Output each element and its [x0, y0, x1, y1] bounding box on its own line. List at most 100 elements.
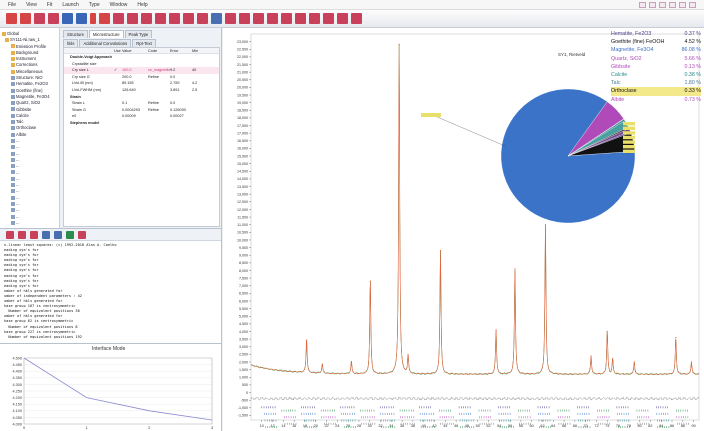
tree-item[interactable]: ... [2, 170, 57, 176]
grid-row[interactable]: Double-Voigt Approach [64, 54, 219, 61]
tree-item[interactable]: ... [2, 188, 57, 194]
tab-hkls[interactable]: hkls [63, 39, 79, 47]
legend-entry[interactable]: Quartz, SiO2 5.66 % [611, 55, 701, 63]
grid-cell-code[interactable] [148, 87, 170, 94]
grid-cell-use[interactable] [114, 107, 122, 114]
tree-item[interactable]: Albite [2, 132, 57, 138]
tree-item[interactable]: ... [2, 207, 57, 213]
tree-item[interactable]: Gibbsite [2, 107, 57, 113]
tree-item[interactable]: Miscellaneous [2, 69, 57, 75]
tree-item[interactable]: ... [2, 157, 57, 163]
grid-cell-use[interactable]: ✓ [114, 68, 118, 73]
grid-cell-value[interactable]: 126.640 [122, 87, 136, 92]
new-icon[interactable] [6, 13, 17, 24]
tab-rpt-text[interactable]: Rpt-Text [132, 39, 156, 47]
tool9-icon[interactable] [337, 13, 348, 24]
close-icon[interactable] [689, 2, 696, 8]
grid-row[interactable]: LVol-IB (nm) 89.155 2.759 4.2 [64, 80, 219, 87]
grid-cell-value[interactable]: 200.0 [122, 74, 132, 79]
legend-entry[interactable]: Albite 0.73 % [611, 96, 701, 104]
grid-cell-code[interactable] [148, 113, 170, 120]
tree-item[interactable]: Corrections [2, 62, 57, 68]
tab-structure[interactable]: Structure [63, 30, 88, 38]
grid-cell-code[interactable] [148, 61, 170, 68]
tree-item[interactable]: ... [2, 182, 57, 188]
tool4-icon[interactable] [267, 13, 278, 24]
tab-additional-convolutions[interactable]: Additional Convolutions [79, 39, 132, 47]
grid-cell-value[interactable]: 0.1 [122, 101, 128, 106]
open-icon[interactable] [20, 13, 31, 24]
legend-entry[interactable]: Orthoclase 0.33 % [611, 87, 701, 96]
grid-row[interactable]: Strain [64, 94, 219, 101]
grid-icon[interactable] [54, 230, 62, 239]
grid-cell-value[interactable]: 0.0004293 [122, 107, 140, 112]
tree-item[interactable]: ... [2, 220, 57, 226]
tree-item[interactable]: ... [2, 214, 57, 220]
tree-item[interactable]: Goethite (fine) [2, 88, 57, 94]
tree-item[interactable]: ... [2, 144, 57, 150]
legend-entry[interactable]: Gibbsite 0.13 % [611, 63, 701, 71]
pane3-icon[interactable] [679, 2, 686, 8]
grid-row[interactable]: Crystallite size [64, 61, 219, 68]
grid-cell-code[interactable]: Refine [148, 74, 159, 79]
run-icon[interactable] [99, 13, 110, 24]
tree-item[interactable]: Quartz, SiO2 [2, 100, 57, 106]
tree-item[interactable]: Magnetite, Fe3O4 [2, 94, 57, 100]
grid-cell-value[interactable] [122, 61, 148, 68]
grid-cell-code[interactable] [148, 80, 170, 87]
minimize-icon[interactable] [639, 2, 646, 8]
tree-item[interactable]: ... [2, 201, 57, 207]
tree-item[interactable]: ... [2, 195, 57, 201]
export-icon[interactable] [197, 13, 208, 24]
tool5-icon[interactable] [281, 13, 292, 24]
tool10-icon[interactable] [351, 13, 362, 24]
tree-item[interactable]: Structure: NiO [2, 75, 57, 81]
grid-row[interactable]: Strain G 0.0004293 Refine 0.126090 [64, 107, 219, 114]
grid-cell-code[interactable]: Refine [148, 101, 159, 106]
legend-entry[interactable]: Talc 1.80 % [611, 79, 701, 87]
tool3-icon[interactable] [253, 13, 264, 24]
reload-icon[interactable] [48, 13, 59, 24]
menu-help[interactable]: Help [137, 1, 148, 8]
grid-cell-value[interactable]: 100.0 [122, 68, 132, 73]
tree-item[interactable]: ... [2, 138, 57, 144]
tool6-icon[interactable] [295, 13, 306, 24]
grid-row[interactable]: Stephens model [64, 120, 219, 127]
tree-item[interactable]: Talc [2, 119, 57, 125]
tree-item[interactable]: Global [2, 31, 57, 37]
grid-cell-use[interactable] [114, 80, 122, 87]
grid-cell-value[interactable]: 0.00009 [122, 114, 136, 119]
list-icon[interactable] [42, 230, 50, 239]
tab-microstructure[interactable]: Microstructure [89, 30, 124, 38]
grid-cell-use[interactable] [114, 61, 122, 68]
menu-launch[interactable]: Launch [62, 1, 79, 8]
fit-icon[interactable] [211, 13, 222, 24]
stop-output-icon[interactable] [30, 230, 38, 239]
run-output-icon[interactable] [6, 230, 14, 239]
legend-entry[interactable]: Calcite 0.38 % [611, 71, 701, 79]
layout-icon[interactable] [169, 13, 180, 24]
tree-item[interactable]: Hematite, Fe2O3 [2, 81, 57, 87]
tree-item[interactable]: Emission Profile [2, 44, 57, 50]
legend-entry[interactable]: Goethite (fine) FeOOH 4.52 % [611, 38, 701, 46]
legend-entry[interactable]: Magnetite, Fe3O4 86.08 % [611, 46, 701, 54]
restore-icon[interactable] [649, 2, 656, 8]
tree-item[interactable]: ... [2, 176, 57, 182]
grid-cell-code[interactable]: cs_magnetite [148, 68, 170, 73]
tree-item[interactable]: SY111-Ni.raw_1 [2, 37, 57, 43]
tree-item[interactable]: Calcite [2, 113, 57, 119]
grid-cell-code[interactable]: Refine [148, 107, 159, 112]
menu-view[interactable]: View [26, 1, 37, 8]
peak-icon[interactable] [127, 13, 138, 24]
tool8-icon[interactable] [323, 13, 334, 24]
grid-row[interactable]: Cry size L ✓ 100.0 cs_magnetite 9.2 40 [64, 67, 219, 74]
tree-item[interactable]: Instrument [2, 56, 57, 62]
open-recent-icon[interactable] [34, 13, 45, 24]
pane2-icon[interactable] [669, 2, 676, 8]
check-icon[interactable] [66, 230, 74, 239]
save-as-icon[interactable] [76, 13, 87, 24]
view-icon[interactable] [183, 13, 194, 24]
menu-fit[interactable]: Fit [46, 1, 53, 8]
grid-cell-use[interactable] [114, 87, 122, 94]
tool7-icon[interactable] [309, 13, 320, 24]
